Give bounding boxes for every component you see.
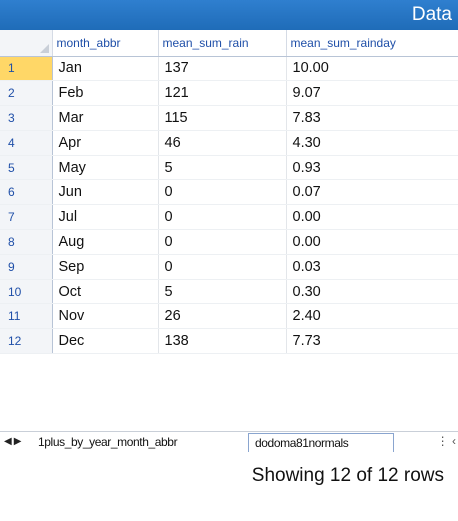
data-table: month_abbr mean_sum_rain mean_sum_rainda… bbox=[0, 30, 458, 355]
cell-month-abbr[interactable]: May bbox=[52, 155, 159, 181]
table-row[interactable]: 4 Apr 46 4.30 bbox=[0, 130, 458, 156]
select-all-icon bbox=[39, 43, 49, 53]
table-row[interactable]: 6 Jun 0 0.07 bbox=[0, 179, 458, 206]
table-row[interactable]: 10 Oct 5 0.30 bbox=[0, 279, 458, 305]
row-number[interactable]: 9 bbox=[0, 254, 53, 280]
cell-mean-sum-rainday[interactable]: 10.00 bbox=[286, 56, 458, 82]
row-number[interactable]: 3 bbox=[0, 105, 53, 131]
cell-mean-sum-rain[interactable]: 0 bbox=[158, 229, 287, 255]
header-row: month_abbr mean_sum_rain mean_sum_rainda… bbox=[0, 30, 458, 57]
cell-month-abbr[interactable]: Jun bbox=[52, 179, 159, 206]
cell-month-abbr[interactable]: Apr bbox=[52, 130, 159, 156]
cell-month-abbr[interactable]: Mar bbox=[52, 105, 159, 131]
tab-overflow-handle[interactable]: ⋮ ‹ bbox=[437, 434, 456, 448]
data-grid[interactable]: month_abbr mean_sum_rain mean_sum_rainda… bbox=[0, 30, 458, 355]
row-number[interactable]: 2 bbox=[0, 80, 53, 107]
table-row[interactable]: 11 Nov 26 2.40 bbox=[0, 303, 458, 330]
cell-mean-sum-rain[interactable]: 26 bbox=[158, 303, 287, 330]
sheet-tab-bar: ◀▶ 1plus_by_year_month_abbr dodoma81norm… bbox=[0, 431, 458, 454]
row-number[interactable]: 6 bbox=[0, 179, 53, 206]
table-row[interactable]: 12 Dec 138 7.73 bbox=[0, 328, 458, 355]
cell-month-abbr[interactable]: Sep bbox=[52, 254, 159, 280]
cell-mean-sum-rain[interactable]: 115 bbox=[158, 105, 287, 131]
table-row[interactable]: 3 Mar 115 7.83 bbox=[0, 105, 458, 131]
cell-mean-sum-rainday[interactable]: 0.07 bbox=[286, 179, 458, 206]
table-row[interactable]: 5 May 5 0.93 bbox=[0, 155, 458, 181]
row-number[interactable]: 10 bbox=[0, 279, 53, 305]
cell-mean-sum-rain[interactable]: 5 bbox=[158, 279, 287, 305]
cell-mean-sum-rain[interactable]: 5 bbox=[158, 155, 287, 181]
select-all-corner[interactable] bbox=[0, 30, 53, 57]
sheet-tab-dodoma81normals[interactable]: dodoma81normals bbox=[248, 433, 394, 452]
cell-mean-sum-rainday[interactable]: 0.93 bbox=[286, 155, 458, 181]
cell-month-abbr[interactable]: Jan bbox=[52, 56, 159, 82]
cell-mean-sum-rain[interactable]: 137 bbox=[158, 56, 287, 82]
cell-month-abbr[interactable]: Dec bbox=[52, 328, 159, 355]
cell-mean-sum-rainday[interactable]: 0.30 bbox=[286, 279, 458, 305]
cell-mean-sum-rain[interactable]: 0 bbox=[158, 254, 287, 280]
cell-month-abbr[interactable]: Jul bbox=[52, 204, 159, 231]
cell-mean-sum-rainday[interactable]: 0.00 bbox=[286, 204, 458, 231]
triangle-right-icon[interactable]: ▶ bbox=[13, 436, 24, 447]
table-row[interactable]: 8 Aug 0 0.00 bbox=[0, 229, 458, 255]
table-body: 1 Jan 137 10.00 2 Feb 121 9.07 3 Mar 115 7.83 4 Apr 46… bbox=[0, 56, 458, 355]
row-number[interactable]: 5 bbox=[0, 155, 53, 181]
triangle-left-icon[interactable]: ◀ bbox=[4, 436, 14, 447]
table-row[interactable]: 2 Feb 121 9.07 bbox=[0, 80, 458, 107]
cell-mean-sum-rainday[interactable]: 0.03 bbox=[286, 254, 458, 280]
grip-icon: ⋮ bbox=[436, 434, 449, 448]
table-row[interactable]: 7 Jul 0 0.00 bbox=[0, 204, 458, 231]
table-row[interactable]: 9 Sep 0 0.03 bbox=[0, 254, 458, 280]
row-number[interactable]: 7 bbox=[0, 204, 53, 231]
sheet-tab-navigation: ◀▶ bbox=[4, 436, 23, 447]
cell-month-abbr[interactable]: Oct bbox=[52, 279, 159, 305]
cell-mean-sum-rain[interactable]: 0 bbox=[158, 204, 287, 231]
row-number[interactable]: 11 bbox=[0, 303, 53, 330]
cell-mean-sum-rainday[interactable]: 9.07 bbox=[286, 80, 458, 107]
cell-mean-sum-rain[interactable]: 138 bbox=[158, 328, 287, 355]
column-header-mean-sum-rain[interactable]: mean_sum_rain bbox=[158, 30, 287, 57]
cell-mean-sum-rain[interactable]: 0 bbox=[158, 179, 287, 206]
row-number[interactable]: 4 bbox=[0, 130, 53, 156]
cell-month-abbr[interactable]: Feb bbox=[52, 80, 159, 107]
chevron-left-icon[interactable]: ‹ bbox=[452, 434, 456, 448]
row-number[interactable]: 1 bbox=[0, 56, 53, 82]
cell-month-abbr[interactable]: Aug bbox=[52, 229, 159, 255]
column-header-month-abbr[interactable]: month_abbr bbox=[52, 30, 159, 57]
row-number[interactable]: 8 bbox=[0, 229, 53, 255]
column-header-mean-sum-rainday[interactable]: mean_sum_rainday bbox=[286, 30, 458, 57]
window-title: Data bbox=[411, 4, 452, 25]
cell-mean-sum-rain[interactable]: 121 bbox=[158, 80, 287, 107]
row-number[interactable]: 12 bbox=[0, 328, 53, 355]
table-row[interactable]: 1 Jan 137 10.00 bbox=[0, 56, 458, 82]
cell-month-abbr[interactable]: Nov bbox=[52, 303, 159, 330]
cell-mean-sum-rain[interactable]: 46 bbox=[158, 130, 287, 156]
sheet-tab-1plus-by-year-month-abbr[interactable]: 1plus_by_year_month_abbr bbox=[38, 435, 178, 449]
row-count-status: Showing 12 of 12 rows bbox=[251, 465, 444, 486]
cell-mean-sum-rainday[interactable]: 4.30 bbox=[286, 130, 458, 156]
cell-mean-sum-rainday[interactable]: 2.40 bbox=[286, 303, 458, 330]
cell-mean-sum-rainday[interactable]: 0.00 bbox=[286, 229, 458, 255]
window-title-bar: Data bbox=[0, 0, 458, 30]
cell-mean-sum-rainday[interactable]: 7.73 bbox=[286, 328, 458, 355]
cell-mean-sum-rainday[interactable]: 7.83 bbox=[286, 105, 458, 131]
